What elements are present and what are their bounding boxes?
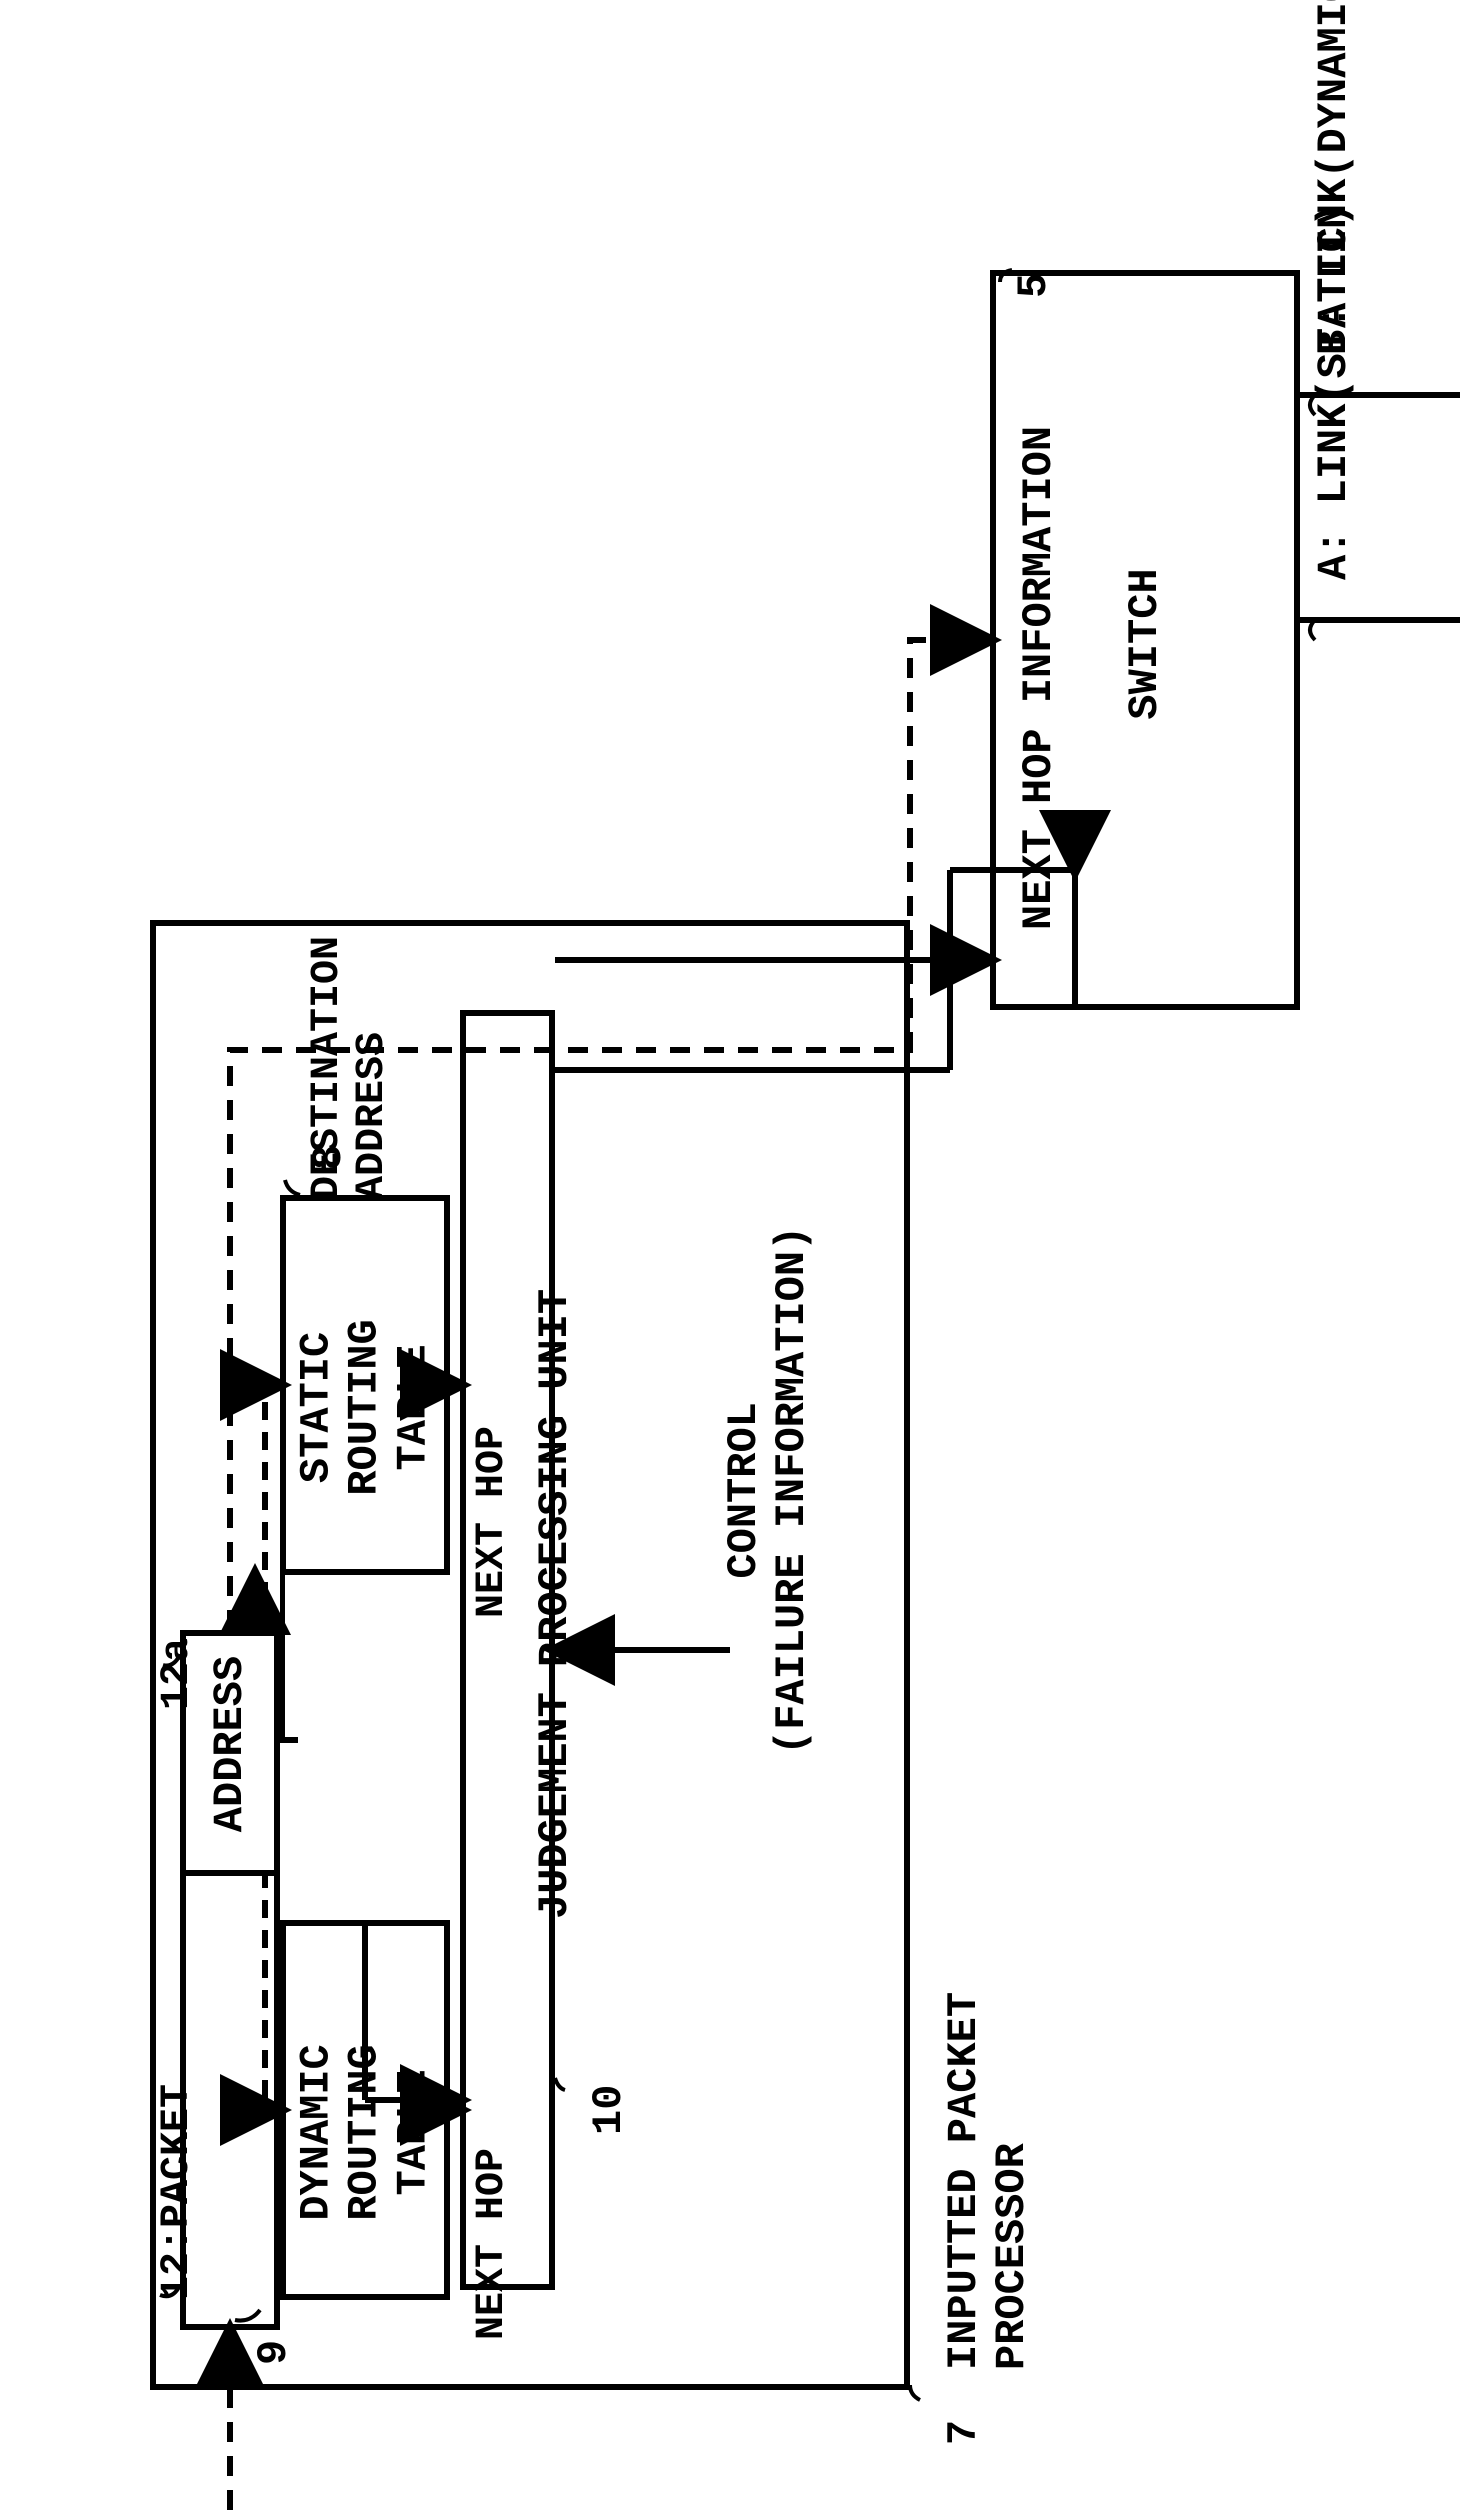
diagram-lines (0, 0, 1470, 2514)
